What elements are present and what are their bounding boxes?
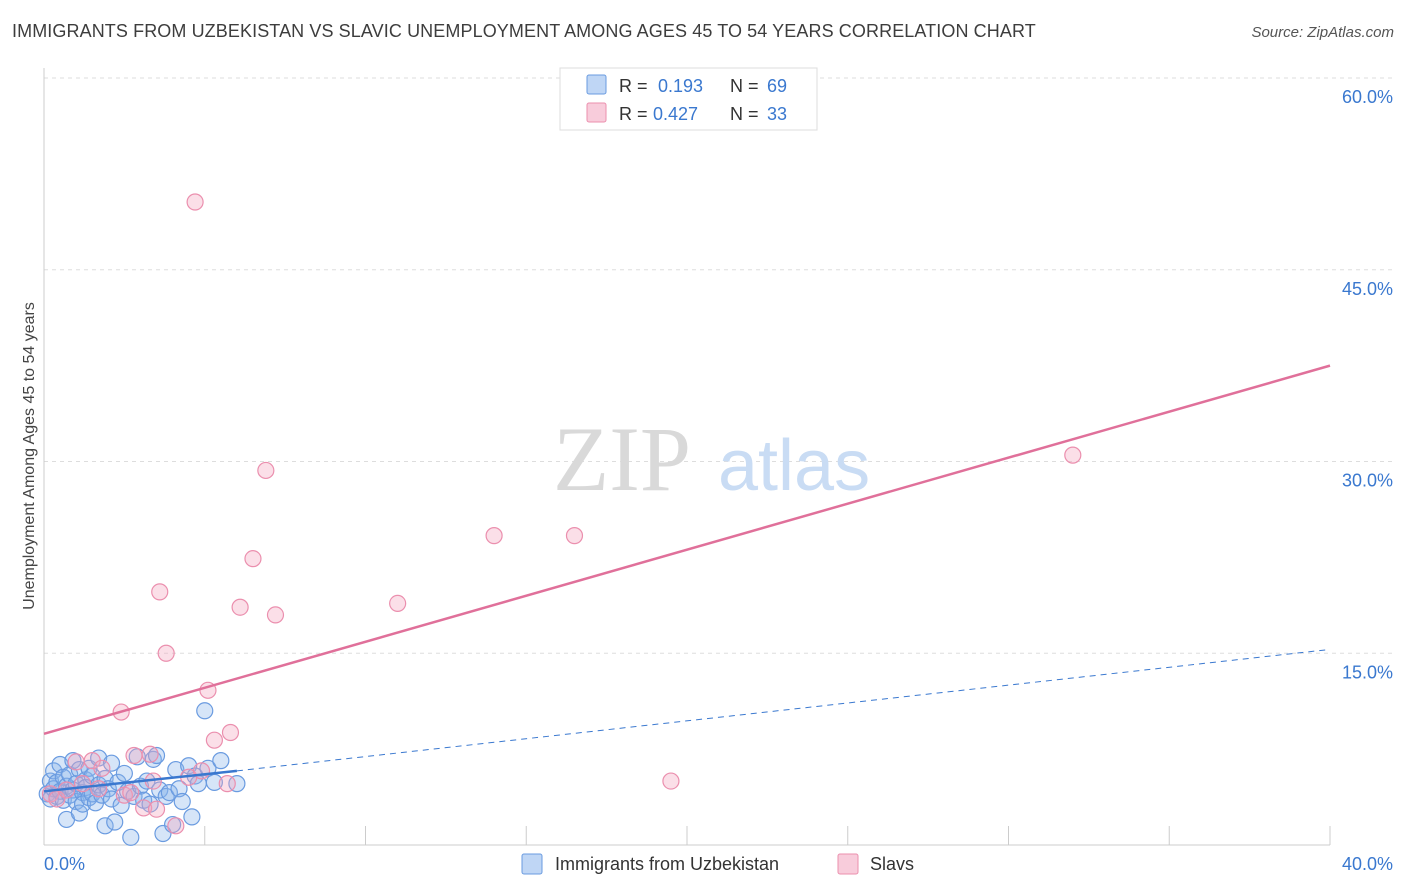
slavs-point-7 [93,759,111,777]
slavs-point-13 [141,745,159,763]
uzbekistan-point-61 [183,808,201,826]
trend-lines [43,364,1331,793]
slavs-point-34 [1064,446,1082,464]
legend-r-label-slavs: R = [619,104,648,124]
uzbekistan-point-52 [151,781,169,799]
slavs-point-20 [186,193,204,211]
uzbekistan-point-38 [106,813,124,831]
slavs-point-18 [167,817,185,835]
slavs-point-10 [122,783,140,802]
uzbekistan-point-59 [173,792,191,811]
uzbekistan-point-43 [122,828,140,846]
slavs-point-4 [73,775,92,793]
x-tick-marks [43,826,1331,845]
slavs-point-33 [662,772,680,790]
uzbekistan-point-36 [102,790,121,808]
uzbekistan-point-40 [112,796,130,814]
uzbekistan-point-34 [96,817,114,835]
bottom-legend-swatch-uzbekistan [521,853,543,875]
uzbekistan-point-37 [102,754,121,772]
y-axis-label: Unemployment Among Ages 45 to 54 years [21,302,38,610]
slavs-point-23 [205,731,223,749]
legend-n-label-uzbekistan: N = [730,76,759,96]
slavs-point-25 [221,723,240,742]
y-tick-labels: 15.0% 30.0% 45.0% 60.0% [1342,87,1393,682]
uzbekistan-point-68 [228,775,246,793]
slavs-point-30 [389,594,407,612]
slavs-point-17 [157,644,175,662]
bottom-legend-label-slavs: Slavs [870,854,914,874]
legend-swatch-slavs [586,102,607,123]
uzbekistan-point-33 [96,769,114,788]
uzbekistan-trend-line [43,769,238,793]
legend-n-value-uzbekistan: 69 [767,76,787,96]
slavs-point-32 [565,527,584,545]
legend-r-value-uzbekistan: 0.193 [658,76,703,96]
slavs-point-27 [244,550,262,568]
slavs-point-28 [257,461,275,480]
slavs-point-26 [231,598,249,616]
slavs-point-12 [135,799,153,817]
bottom-legend-label-uzbekistan: Immigrants from Uzbekistan [555,854,779,874]
legend-n-label-slavs: N = [730,104,759,124]
uzbekistan-point-58 [170,780,188,798]
series-slavs-points [41,193,1082,835]
x-tick-label-0: 0.0% [44,854,85,874]
x-tick-label-40: 40.0% [1342,854,1393,874]
legend-swatch-uzbekistan [586,74,607,95]
slavs-point-6 [90,780,108,798]
uzbekistan-point-19 [70,804,88,822]
y-tick-label-60: 60.0% [1342,87,1393,107]
slavs-trend-line [43,364,1331,735]
watermark-zip: ZIP [553,408,691,510]
slavs-point-24 [218,775,236,793]
uzbekistan-point-64 [196,702,214,720]
x-tick-labels: 0.0% 40.0% [44,854,1393,874]
y-tick-label-45: 45.0% [1342,279,1393,299]
slavs-point-3 [67,753,85,771]
legend-r-value-slavs: 0.427 [653,104,698,124]
slavs-point-16 [151,583,169,601]
chart-source: Source: ZipAtlas.com [1251,24,1394,41]
slavs-point-29 [266,606,285,624]
legend-n-value-slavs: 33 [767,104,787,124]
uzbekistan-point-41 [115,764,133,783]
slavs-point-15 [147,800,166,818]
uzbekistan-point-51 [147,746,166,765]
top-legend: R = 0.193 N = 69 R = 0.427 N = 33 [559,67,818,131]
chart-title: IMMIGRANTS FROM UZBEKISTAN VS SLAVIC UNE… [12,21,1036,41]
uzbekistan-point-67 [212,752,230,770]
uzbekistan-trend-extension [236,648,1331,772]
watermark-atlas: atlas [718,426,870,506]
bottom-legend: Immigrants from Uzbekistan Slavs [521,853,914,875]
legend-r-label-uzbekistan: R = [619,76,648,96]
bottom-legend-swatch-slavs [837,853,859,875]
grid-layer [44,77,1392,654]
slavs-point-11 [125,746,143,765]
y-tick-label-15: 15.0% [1342,662,1393,682]
slavs-point-31 [485,527,503,545]
y-tick-label-30: 30.0% [1342,471,1393,491]
uzbekistan-point-55 [160,783,178,802]
